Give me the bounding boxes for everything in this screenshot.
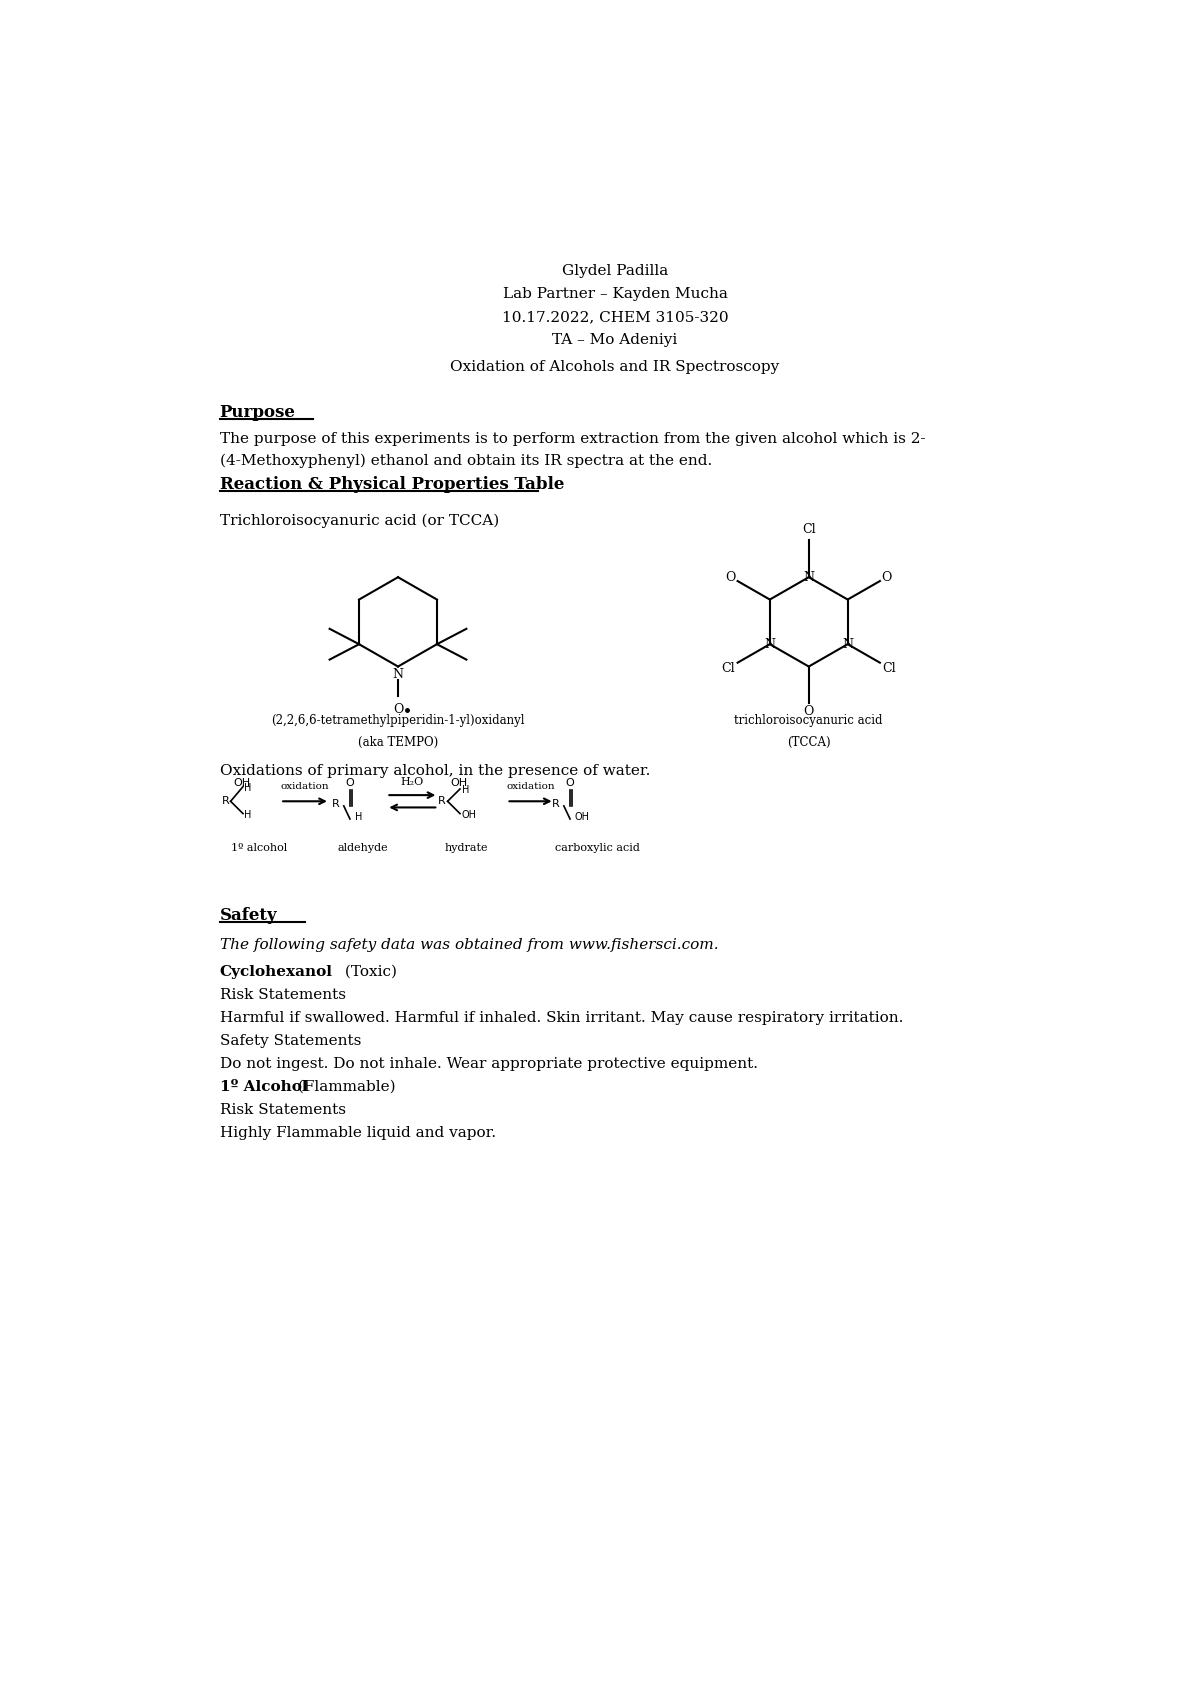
Text: H: H <box>244 810 251 820</box>
Text: N: N <box>764 638 775 650</box>
Text: Cl: Cl <box>882 662 896 674</box>
Text: OH: OH <box>462 810 476 820</box>
Text: oxidation: oxidation <box>281 783 329 791</box>
Text: Cyclohexanol: Cyclohexanol <box>220 964 332 978</box>
Text: O: O <box>392 703 403 717</box>
Text: (2,2,6,6-tetramethylpiperidin-1-yl)oxidanyl: (2,2,6,6-tetramethylpiperidin-1-yl)oxida… <box>271 715 524 727</box>
Text: Oxidation of Alcohols and IR Spectroscopy: Oxidation of Alcohols and IR Spectroscop… <box>450 360 780 374</box>
Text: Cl: Cl <box>721 662 736 674</box>
Text: N: N <box>803 571 815 584</box>
Text: (4-Methoxyphenyl) ethanol and obtain its IR spectra at the end.: (4-Methoxyphenyl) ethanol and obtain its… <box>220 453 712 467</box>
Text: R: R <box>552 800 560 810</box>
Text: (Toxic): (Toxic) <box>340 964 397 978</box>
Text: Purpose: Purpose <box>220 404 295 421</box>
Text: The purpose of this experiments is to perform extraction from the given alcohol : The purpose of this experiments is to pe… <box>220 431 925 445</box>
Text: Cl: Cl <box>802 523 816 537</box>
Text: R: R <box>438 796 446 807</box>
Text: 1º Alcohol: 1º Alcohol <box>220 1080 307 1094</box>
Text: (TCCA): (TCCA) <box>787 735 830 749</box>
Text: (aka TEMPO): (aka TEMPO) <box>358 735 438 749</box>
Text: OH: OH <box>234 778 251 788</box>
Text: hydrate: hydrate <box>444 842 488 852</box>
Text: R: R <box>222 796 230 807</box>
Text: Reaction & Physical Properties Table: Reaction & Physical Properties Table <box>220 475 564 492</box>
Text: N: N <box>392 667 403 681</box>
Text: O: O <box>882 571 892 584</box>
Text: Lab Partner – Kayden Mucha: Lab Partner – Kayden Mucha <box>503 287 727 301</box>
Text: (Flammable): (Flammable) <box>293 1080 396 1094</box>
Text: O: O <box>346 778 354 788</box>
Text: The following safety data was obtained from www.fishersci.com.: The following safety data was obtained f… <box>220 937 719 951</box>
Text: Harmful if swallowed. Harmful if inhaled. Skin irritant. May cause respiratory i: Harmful if swallowed. Harmful if inhaled… <box>220 1010 904 1024</box>
Text: H₂O: H₂O <box>401 776 424 786</box>
Text: 1º alcohol: 1º alcohol <box>232 842 288 852</box>
Text: Risk Statements: Risk Statements <box>220 988 346 1002</box>
Text: Oxidations of primary alcohol, in the presence of water.: Oxidations of primary alcohol, in the pr… <box>220 764 650 778</box>
Text: O: O <box>565 778 575 788</box>
Text: Highly Flammable liquid and vapor.: Highly Flammable liquid and vapor. <box>220 1126 496 1141</box>
Text: Risk Statements: Risk Statements <box>220 1104 346 1117</box>
Text: Do not ingest. Do not inhale. Wear appropriate protective equipment.: Do not ingest. Do not inhale. Wear appro… <box>220 1056 757 1071</box>
Text: trichloroisocyanuric acid: trichloroisocyanuric acid <box>734 715 883 727</box>
Text: oxidation: oxidation <box>506 783 554 791</box>
Text: carboxylic acid: carboxylic acid <box>554 842 640 852</box>
Text: R: R <box>332 800 340 810</box>
Text: aldehyde: aldehyde <box>337 842 388 852</box>
Text: H: H <box>244 783 251 793</box>
Text: O: O <box>726 571 736 584</box>
Text: TA – Mo Adeniyi: TA – Mo Adeniyi <box>552 333 678 346</box>
Text: OH: OH <box>451 778 468 788</box>
Text: Glydel Padilla: Glydel Padilla <box>562 263 668 278</box>
Text: 10.17.2022, CHEM 3105-320: 10.17.2022, CHEM 3105-320 <box>502 311 728 324</box>
Text: Safety: Safety <box>220 907 277 924</box>
Text: H: H <box>462 786 469 795</box>
Text: H: H <box>355 812 362 822</box>
Text: OH: OH <box>575 812 589 822</box>
Text: N: N <box>842 638 853 650</box>
Text: Safety Statements: Safety Statements <box>220 1034 361 1048</box>
Text: O: O <box>804 705 814 718</box>
Text: Trichloroisocyanuric acid (or TCCA): Trichloroisocyanuric acid (or TCCA) <box>220 514 499 528</box>
